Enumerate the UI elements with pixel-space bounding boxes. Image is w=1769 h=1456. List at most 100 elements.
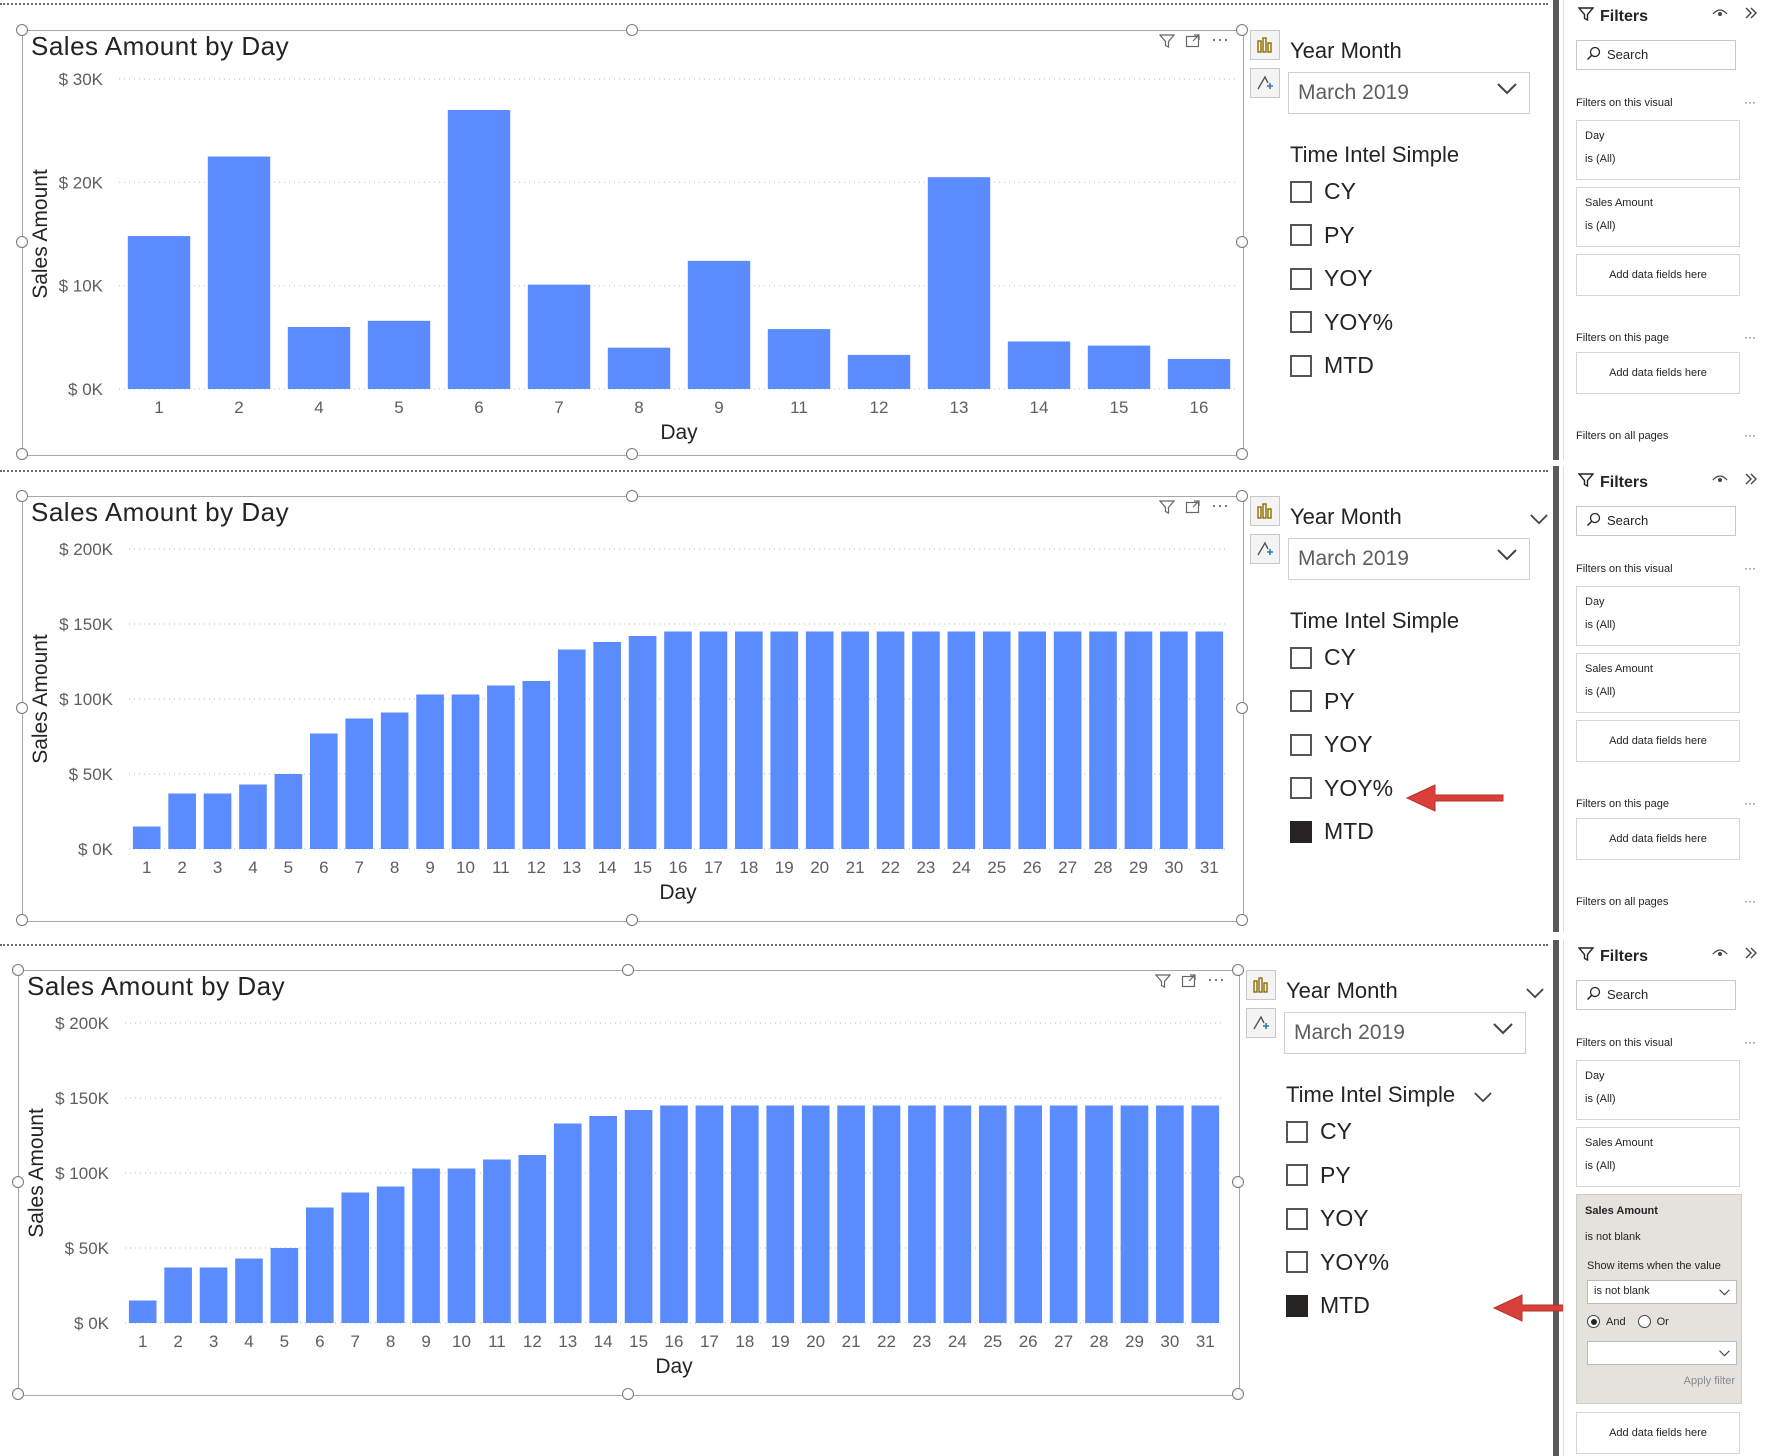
slicer-option-py[interactable]: PY — [1286, 1162, 1351, 1189]
bar-day-25[interactable] — [982, 631, 1011, 850]
chart-visual[interactable]: Sales Amount by Day ··· $ 0K $ 50K $ 100K $ 1… — [18, 969, 1240, 1396]
bar-day-2[interactable] — [168, 793, 196, 850]
bar-day-28[interactable] — [1085, 1105, 1113, 1324]
more-options-icon[interactable]: ··· — [1744, 1035, 1756, 1049]
checkbox[interactable] — [1290, 354, 1312, 377]
resize-handle[interactable] — [1232, 964, 1244, 976]
bar-day-19[interactable] — [766, 1105, 795, 1324]
more-options-icon[interactable]: ··· — [1744, 428, 1756, 442]
filter-card[interactable]: Day is (All) — [1576, 1060, 1740, 1120]
bar-day-30[interactable] — [1160, 631, 1188, 850]
resize-handle[interactable] — [16, 448, 28, 460]
format-visual-button[interactable] — [1246, 970, 1276, 1000]
bar-day-26[interactable] — [1014, 1105, 1043, 1324]
checkbox[interactable] — [1290, 733, 1312, 756]
bar-day-6[interactable] — [447, 110, 511, 389]
focus-mode-icon[interactable] — [1181, 974, 1197, 993]
slicer-option-cy[interactable]: CY — [1290, 644, 1356, 671]
bar-day-5[interactable] — [270, 1248, 299, 1323]
more-options-icon[interactable]: ··· — [1744, 894, 1756, 908]
filter-icon[interactable] — [1158, 34, 1176, 53]
bar-day-9[interactable] — [412, 1168, 440, 1324]
focus-mode-icon[interactable] — [1185, 500, 1201, 519]
collapse-pane-icon[interactable] — [1744, 473, 1758, 489]
eye-icon[interactable] — [1712, 473, 1728, 489]
bar-day-2[interactable] — [164, 1267, 192, 1324]
bar-day-21[interactable] — [837, 1105, 865, 1324]
bar-day-2[interactable] — [207, 156, 271, 390]
filters-search-input[interactable]: Search — [1576, 506, 1736, 536]
bar-day-12[interactable] — [522, 681, 551, 849]
resize-handle[interactable] — [16, 702, 28, 714]
resize-handle[interactable] — [1232, 1388, 1244, 1400]
filters-search-input[interactable]: Search — [1576, 40, 1736, 70]
slicer-option-yoy[interactable]: YOY — [1290, 265, 1373, 292]
bar-day-10[interactable] — [447, 1168, 476, 1324]
slicer-option-py[interactable]: PY — [1290, 222, 1355, 249]
bar-day-9[interactable] — [416, 694, 444, 850]
checkbox[interactable] — [1290, 777, 1312, 799]
more-options-icon[interactable]: ··· — [1744, 796, 1756, 810]
filter-card-expanded[interactable]: Sales Amount is not blank Show items when … — [1576, 1194, 1742, 1404]
checkbox[interactable] — [1286, 1251, 1308, 1273]
add-data-fields-dropzone[interactable]: Add data fields here — [1576, 254, 1740, 296]
checkbox[interactable] — [1290, 311, 1312, 333]
bar-day-18[interactable] — [731, 1105, 759, 1324]
bar-day-13[interactable] — [927, 177, 991, 389]
checkbox[interactable] — [1290, 690, 1312, 712]
bar-day-10[interactable] — [451, 694, 480, 850]
checkbox[interactable] — [1286, 1164, 1308, 1186]
bar-day-14[interactable] — [1007, 341, 1071, 389]
resize-handle[interactable] — [1236, 448, 1248, 460]
bar-day-8[interactable] — [380, 712, 409, 850]
add-data-fields-dropzone[interactable]: Add data fields here — [1576, 352, 1740, 394]
bar-day-8[interactable] — [376, 1186, 405, 1324]
collapse-pane-icon[interactable] — [1744, 947, 1758, 963]
checkbox[interactable] — [1290, 820, 1312, 843]
filter-card[interactable]: Day is (All) — [1576, 586, 1740, 646]
bar-day-28[interactable] — [1089, 631, 1117, 850]
filter-card[interactable]: Sales Amount is (All) — [1576, 1127, 1740, 1187]
bar-day-26[interactable] — [1018, 631, 1047, 850]
filter-icon[interactable] — [1158, 500, 1176, 519]
more-options-icon[interactable]: ··· — [1744, 561, 1756, 575]
bar-day-11[interactable] — [767, 329, 831, 389]
more-options-icon[interactable]: ··· — [1211, 29, 1229, 49]
bar-day-24[interactable] — [947, 631, 976, 850]
slicer-option-yoy-pct[interactable]: YOY% — [1290, 309, 1393, 336]
bar-day-25[interactable] — [978, 1105, 1007, 1324]
bar-day-19[interactable] — [770, 631, 799, 850]
bar-day-27[interactable] — [1053, 631, 1082, 850]
bar-day-11[interactable] — [487, 685, 515, 850]
chevron-down-icon[interactable] — [1530, 512, 1548, 530]
bar-day-3[interactable] — [199, 1267, 228, 1324]
bar-day-12[interactable] — [518, 1155, 547, 1323]
year-month-dropdown[interactable]: March 2019 — [1284, 1012, 1526, 1054]
bar-day-4[interactable] — [239, 784, 267, 850]
chart-visual[interactable]: Sales Amount by Day ··· $ 0K $ 50K $ 100K $ 1… — [22, 495, 1244, 922]
bar-day-24[interactable] — [943, 1105, 972, 1324]
slicer-option-mtd[interactable]: MTD — [1286, 1292, 1370, 1319]
resize-handle[interactable] — [12, 1388, 24, 1400]
checkbox[interactable] — [1286, 1120, 1308, 1143]
chevron-down-icon[interactable] — [1526, 986, 1544, 1004]
analytics-button[interactable] — [1250, 68, 1280, 98]
slicer-option-cy[interactable]: CY — [1286, 1118, 1352, 1145]
bar-day-23[interactable] — [908, 1105, 936, 1324]
bar-day-14[interactable] — [593, 642, 621, 849]
slicer-option-py[interactable]: PY — [1290, 688, 1355, 715]
bar-day-22[interactable] — [876, 631, 905, 850]
bar-day-4[interactable] — [287, 327, 351, 389]
resize-handle[interactable] — [626, 914, 638, 926]
checkbox[interactable] — [1290, 267, 1312, 290]
bar-day-16[interactable] — [660, 1105, 688, 1324]
bar-day-16[interactable] — [1167, 359, 1231, 389]
more-options-icon[interactable]: ··· — [1744, 95, 1756, 109]
bar-day-1[interactable] — [132, 826, 161, 850]
resize-handle[interactable] — [1236, 490, 1248, 502]
bar-day-14[interactable] — [589, 1116, 617, 1323]
resize-handle[interactable] — [622, 1388, 634, 1400]
more-options-icon[interactable]: ··· — [1211, 495, 1229, 515]
bar-day-13[interactable] — [557, 649, 586, 850]
resize-handle[interactable] — [1236, 236, 1248, 248]
